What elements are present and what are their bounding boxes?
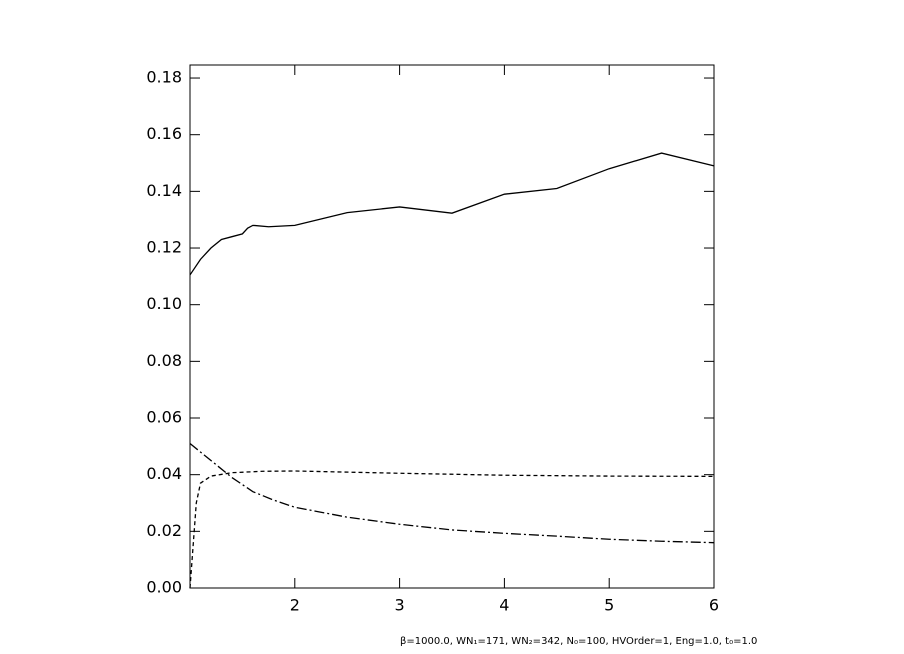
x-tick-label: 4 [499, 596, 509, 615]
y-tick-label: 0.12 [146, 238, 182, 257]
y-tick-label: 0.16 [146, 124, 182, 143]
x-tick-label: 5 [604, 596, 614, 615]
y-tick-label: 0.00 [146, 578, 182, 597]
plot-frame [189, 64, 715, 589]
y-tick-label: 0.10 [146, 294, 182, 313]
y-tick-label: 0.18 [146, 68, 182, 87]
x-tick-label: 6 [709, 596, 719, 615]
x-tick-label: 2 [290, 596, 300, 615]
y-tick-label: 0.04 [146, 464, 182, 483]
line-series [189, 470, 715, 589]
y-tick-label: 0.06 [146, 408, 182, 427]
line-series [189, 443, 715, 544]
y-tick-label: 0.02 [146, 521, 182, 540]
y-tick-label: 0.14 [146, 181, 182, 200]
annotation: β=1000.0, WN₁=171, WN₂=342, N₀=100, HVOr… [400, 636, 757, 647]
line-series [189, 152, 715, 276]
x-tick-label: 3 [395, 596, 405, 615]
y-tick-label: 0.08 [146, 351, 182, 370]
